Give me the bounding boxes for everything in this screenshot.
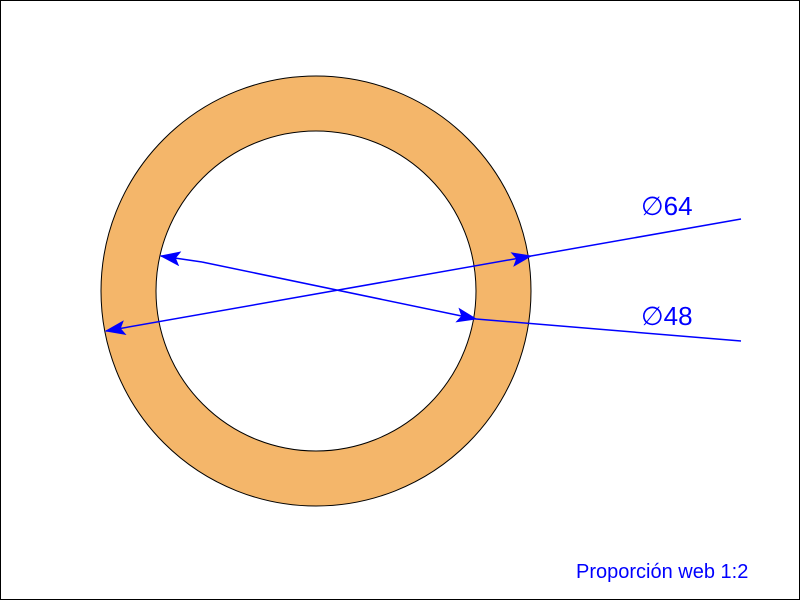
diagram-canvas: ∅64 ∅48 Proporción web 1:2: [0, 0, 800, 600]
ring-shape: [101, 76, 531, 506]
scale-footer: Proporción web 1:2: [576, 561, 748, 584]
inner-diameter-label: ∅48: [641, 301, 693, 332]
outer-diameter-label: ∅64: [641, 191, 693, 222]
